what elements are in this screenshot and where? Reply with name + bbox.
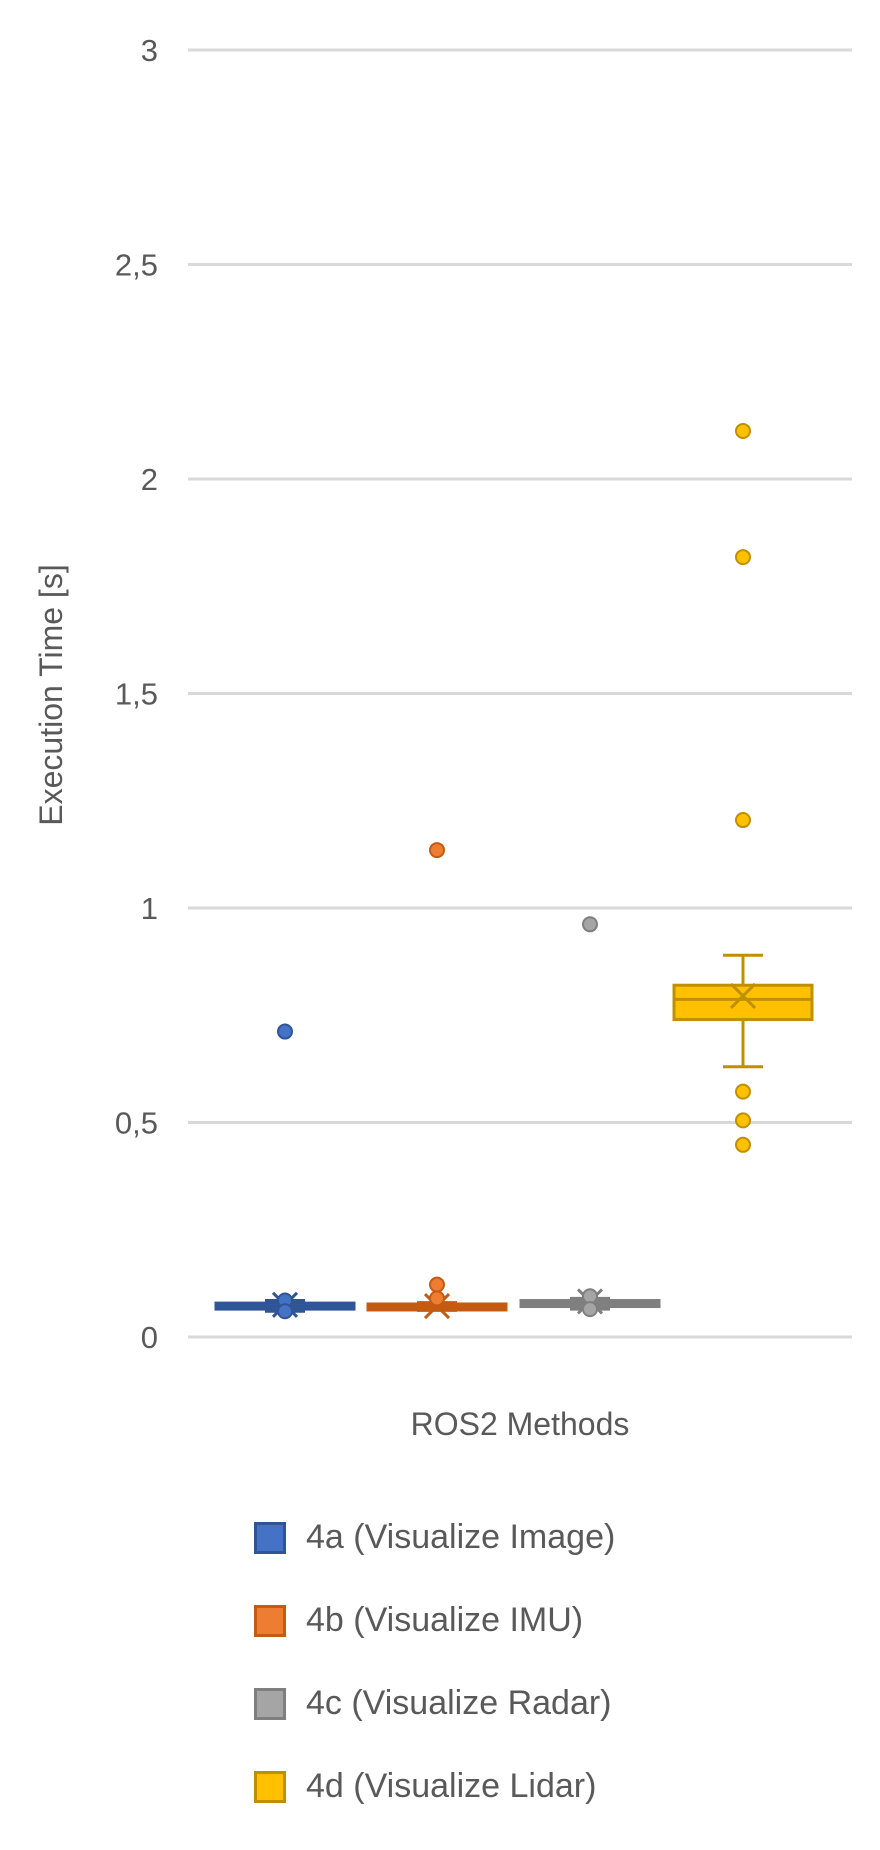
y-tick-label-1: 0,5 — [115, 1106, 158, 1141]
mean-marker-b-3 — [729, 982, 757, 1010]
y-tick-label-2: 1 — [141, 891, 158, 926]
outlier-point-3-4 — [735, 1112, 751, 1129]
y-tick-label-4: 2 — [141, 462, 158, 497]
legend-swatch-4c — [254, 1687, 286, 1720]
outlier-point-1-0 — [429, 842, 445, 859]
legend-swatch-4a — [254, 1521, 286, 1554]
outlier-point-3-3 — [735, 1083, 751, 1100]
outlier-point-3-2 — [735, 812, 751, 829]
outlier-point-2-0 — [582, 916, 598, 933]
legend-item-4d[interactable]: 4d (Visualize Lidar) — [254, 1745, 615, 1828]
legend-label-4c: 4c (Visualize Radar) — [306, 1684, 612, 1722]
outlier-point-2-2 — [582, 1301, 598, 1318]
legend-label-4a: 4a (Visualize Image) — [306, 1518, 616, 1556]
y-axis-ticks: 0 0,5 1 1,5 2 2,5 3 — [115, 33, 158, 1355]
box-group-3 — [672, 422, 814, 1153]
box-3 — [672, 983, 814, 1022]
outlier-point-1-1 — [429, 1276, 445, 1293]
x-axis-title: ROS2 Methods — [411, 1406, 630, 1442]
outlier-point-1-2 — [429, 1290, 445, 1307]
outlier-point-0-0 — [277, 1023, 293, 1040]
legend-label-4b: 4b (Visualize IMU) — [306, 1601, 584, 1639]
box-series — [214, 422, 814, 1320]
y-tick-label-3: 1,5 — [115, 677, 158, 712]
outlier-point-0-2 — [277, 1303, 293, 1320]
outlier-point-3-5 — [735, 1136, 751, 1153]
y-tick-label-5: 2,5 — [115, 248, 158, 283]
y-tick-label-6: 3 — [141, 33, 158, 68]
legend-label-4d: 4d (Visualize Lidar) — [306, 1767, 597, 1805]
box-group-0 — [214, 1023, 356, 1320]
box-group-2 — [519, 916, 661, 1318]
legend-swatch-4d — [254, 1770, 286, 1803]
y-tick-label-0: 0 — [141, 1320, 158, 1355]
legend-item-4c[interactable]: 4c (Visualize Radar) — [254, 1662, 615, 1745]
y-axis-title: Execution Time [s] — [33, 564, 69, 825]
legend-item-4a[interactable]: 4a (Visualize Image) — [254, 1496, 615, 1579]
legend: 4a (Visualize Image) 4b (Visualize IMU) … — [254, 1496, 615, 1828]
outlier-point-3-0 — [735, 422, 751, 439]
gridlines — [188, 48, 852, 1339]
outlier-point-3-1 — [735, 549, 751, 566]
legend-item-4b[interactable]: 4b (Visualize IMU) — [254, 1579, 615, 1662]
legend-swatch-4b — [254, 1604, 286, 1637]
box-group-1 — [366, 842, 508, 1320]
